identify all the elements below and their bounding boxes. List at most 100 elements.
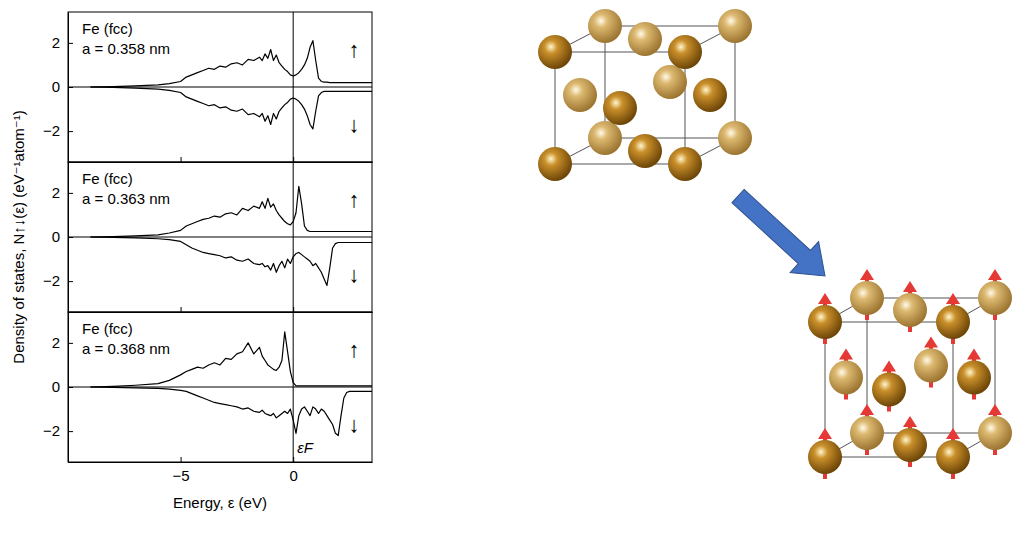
atom	[829, 349, 863, 400]
atom-sphere	[957, 361, 991, 395]
y-tick-label: 2	[52, 34, 60, 51]
y-tick: 0	[52, 228, 73, 245]
y-tick-label: 0	[52, 78, 60, 95]
atom	[588, 121, 622, 155]
atom	[538, 147, 572, 181]
x-tick	[181, 157, 182, 162]
figure: −2 0 2 Fe (fcc) a = 0.358 nm ↑ ↓ −2 0 2 Fe (fcc) a …	[0, 0, 1023, 533]
atom-sphere	[872, 373, 906, 407]
atom-sphere	[588, 121, 622, 155]
fermi-line	[293, 162, 294, 312]
atom	[978, 269, 1012, 320]
x-tick-label: −5	[173, 467, 190, 484]
transition-arrow	[724, 181, 839, 292]
plot-area	[68, 162, 372, 312]
y-tick-mark	[68, 343, 73, 344]
spin-label: ↓	[349, 262, 360, 287]
atom-sphere	[850, 416, 884, 450]
panel-annotation: a = 0.358 nm	[82, 40, 170, 57]
spin-arrow-head	[903, 281, 917, 292]
y-tick-label: 0	[52, 378, 60, 395]
atom	[808, 428, 842, 479]
atom-sphere	[628, 134, 662, 168]
cell-edge	[605, 138, 735, 139]
cell-edge	[825, 322, 953, 323]
x-axis: −5 0	[69, 457, 373, 484]
dos-curve	[91, 237, 372, 286]
y-axis: −202	[43, 163, 73, 313]
dos-curve	[91, 87, 372, 129]
x-tick: −5	[173, 457, 190, 484]
atom	[563, 78, 597, 112]
y-tick: 2	[52, 334, 73, 351]
y-tick-mark	[68, 87, 73, 88]
atom-sphere	[936, 305, 970, 339]
atom	[850, 404, 884, 455]
plot-area	[68, 12, 372, 162]
atom	[653, 65, 687, 99]
atom-sphere	[808, 305, 842, 339]
panel-annotation: a = 0.363 nm	[82, 190, 170, 207]
spin-arrow-head	[903, 416, 917, 427]
atom	[693, 78, 727, 112]
y-axis-title: Density of states, N↑↓(ε) (eV⁻¹atom⁻¹)	[10, 110, 27, 363]
spin-arrow-head	[988, 269, 1002, 280]
fermi-label: εF	[297, 439, 314, 456]
y-tick: 2	[52, 34, 73, 51]
panel-annotation: a = 0.368 nm	[82, 340, 170, 357]
panel-annotation: Fe (fcc)	[82, 170, 133, 187]
atom-sphere	[538, 147, 572, 181]
y-axis: −2 0 2	[43, 313, 73, 463]
dos-panel: −202Fe (fcc)a = 0.363 nm↑↓Density of sta…	[10, 110, 373, 363]
atom	[603, 91, 637, 125]
spin-arrow-head	[946, 293, 960, 304]
y-tick-label: 2	[52, 334, 60, 351]
y-tick: −2	[43, 122, 73, 139]
spin-label: ↓	[349, 412, 360, 437]
cell-edge	[867, 298, 995, 299]
atom	[808, 293, 842, 344]
y-tick-label: −2	[43, 122, 60, 139]
x-tick	[293, 157, 294, 162]
atom	[588, 9, 622, 43]
atom-sphere	[978, 281, 1012, 315]
cell-edge	[867, 433, 995, 434]
atom-sphere	[893, 428, 927, 462]
panel-annotation: Fe (fcc)	[82, 20, 133, 37]
fermi-line	[293, 12, 294, 162]
atom	[538, 35, 572, 69]
atom	[957, 349, 991, 400]
plot-area	[68, 312, 372, 462]
panel-frame	[68, 12, 372, 162]
y-tick-mark	[68, 281, 73, 282]
atom-sphere	[538, 35, 572, 69]
atom-sphere	[893, 293, 927, 327]
atom	[718, 121, 752, 155]
y-tick-mark	[68, 43, 73, 44]
atom-sphere	[936, 440, 970, 474]
cell-edge	[555, 164, 685, 165]
cell-edge	[555, 52, 685, 53]
spin-arrow-head	[967, 349, 981, 360]
atom-sphere	[603, 91, 637, 125]
atom	[936, 293, 970, 344]
dos-panel: −202−50Fe (fcc)a = 0.368 nm↑↓εFEnergy, ε…	[43, 312, 373, 511]
y-tick-label: 0	[52, 228, 60, 245]
atom	[914, 337, 948, 388]
x-tick: 0	[290, 457, 298, 484]
atom	[628, 22, 662, 56]
spin-arrow-head	[818, 428, 832, 439]
atom-sphere	[668, 147, 702, 181]
spin-arrow-head	[818, 293, 832, 304]
x-axis-title: Energy, ε (eV)	[173, 494, 267, 511]
atom	[893, 416, 927, 467]
atom	[850, 269, 884, 320]
atom-sphere	[829, 361, 863, 395]
x-tick	[181, 307, 182, 312]
spin-arrow-head	[882, 361, 896, 372]
y-tick: −2	[43, 422, 73, 439]
spin-label: ↑	[349, 37, 360, 62]
x-tick-label: 0	[290, 467, 298, 484]
atom	[978, 404, 1012, 455]
spin-label: ↑	[349, 337, 360, 362]
